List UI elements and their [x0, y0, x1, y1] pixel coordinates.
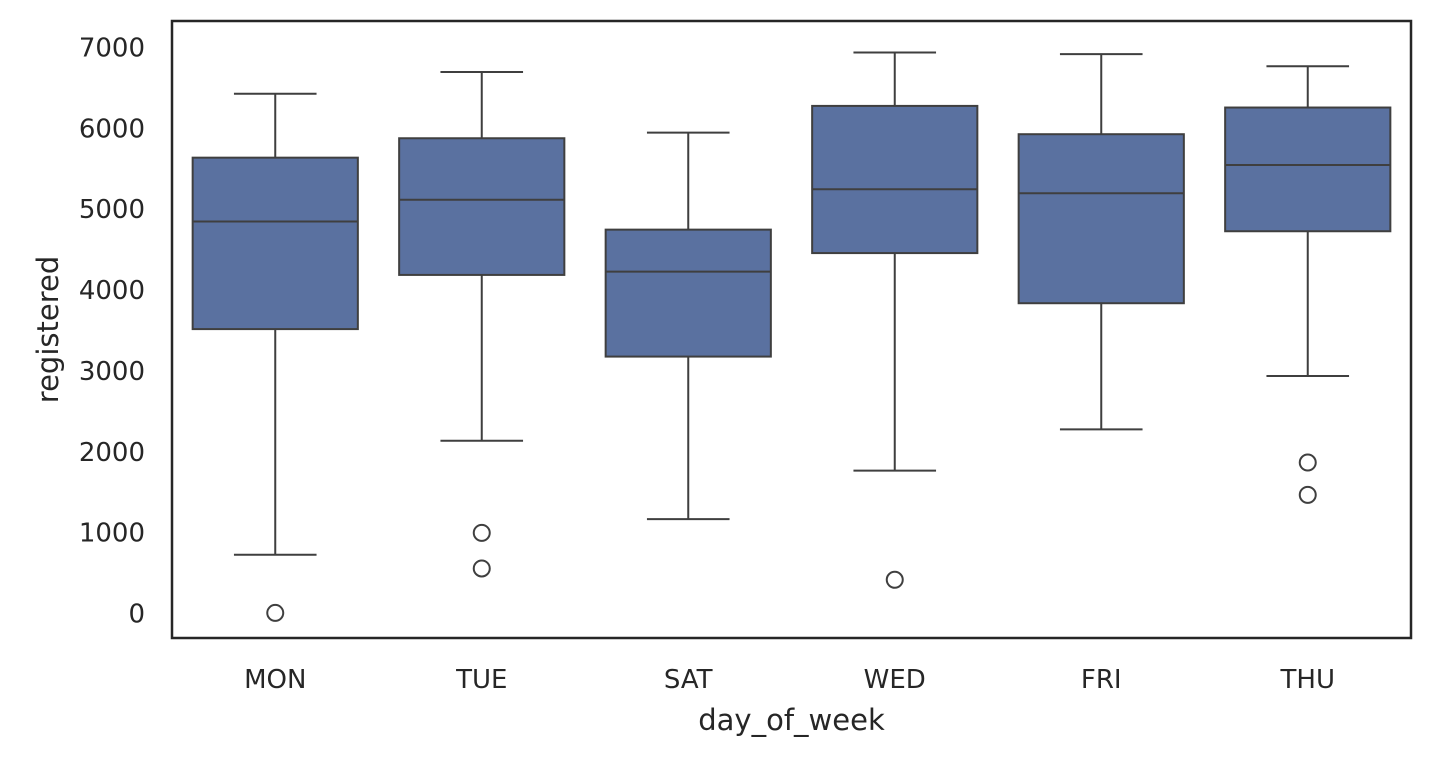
x-tick-label-mon: MON	[244, 665, 306, 695]
box-group-fri	[1017, 53, 1185, 431]
x-tick-label-wed: WED	[864, 665, 926, 695]
y-tick-label-7000: 7000	[79, 33, 145, 63]
outlier-tue-1	[472, 523, 491, 542]
box-thu	[1224, 106, 1392, 233]
box-group-mon	[191, 92, 359, 622]
outlier-thu-1	[1298, 453, 1317, 472]
outlier-mon-1	[266, 603, 285, 622]
box-group-tue	[398, 70, 566, 578]
outlier-tue-2	[472, 559, 491, 578]
box-tue	[398, 137, 566, 276]
x-axis-ticks: MON TUE SAT WED FRI THU	[244, 665, 1335, 695]
box-group-sat	[604, 131, 772, 521]
x-tick-label-sat: SAT	[664, 665, 713, 695]
y-tick-label-5000: 5000	[79, 195, 145, 225]
x-tick-label-tue: TUE	[455, 665, 507, 695]
y-tick-label-2000: 2000	[79, 438, 145, 468]
box-sat	[604, 228, 772, 358]
x-axis-label: day_of_week	[698, 703, 885, 737]
box-fri	[1017, 133, 1185, 305]
y-tick-label-1000: 1000	[79, 519, 145, 549]
y-tick-label-0: 0	[128, 600, 145, 630]
box-group-thu	[1224, 65, 1392, 504]
y-tick-label-4000: 4000	[79, 276, 145, 306]
outlier-thu-2	[1298, 485, 1317, 504]
y-tick-label-3000: 3000	[79, 357, 145, 387]
x-tick-label-thu: THU	[1280, 665, 1335, 695]
y-axis-ticks: 0 1000 2000 3000 4000 5000 6000 7000	[79, 33, 145, 629]
y-axis-label: registered	[31, 256, 65, 403]
box-mon	[191, 156, 359, 331]
x-tick-label-fri: FRI	[1081, 665, 1122, 695]
plot-area	[191, 51, 1392, 622]
box-group-wed	[811, 51, 979, 589]
outlier-wed-1	[885, 570, 904, 589]
y-tick-label-6000: 6000	[79, 114, 145, 144]
plot-frame	[170, 19, 1413, 640]
box-wed	[811, 104, 979, 255]
